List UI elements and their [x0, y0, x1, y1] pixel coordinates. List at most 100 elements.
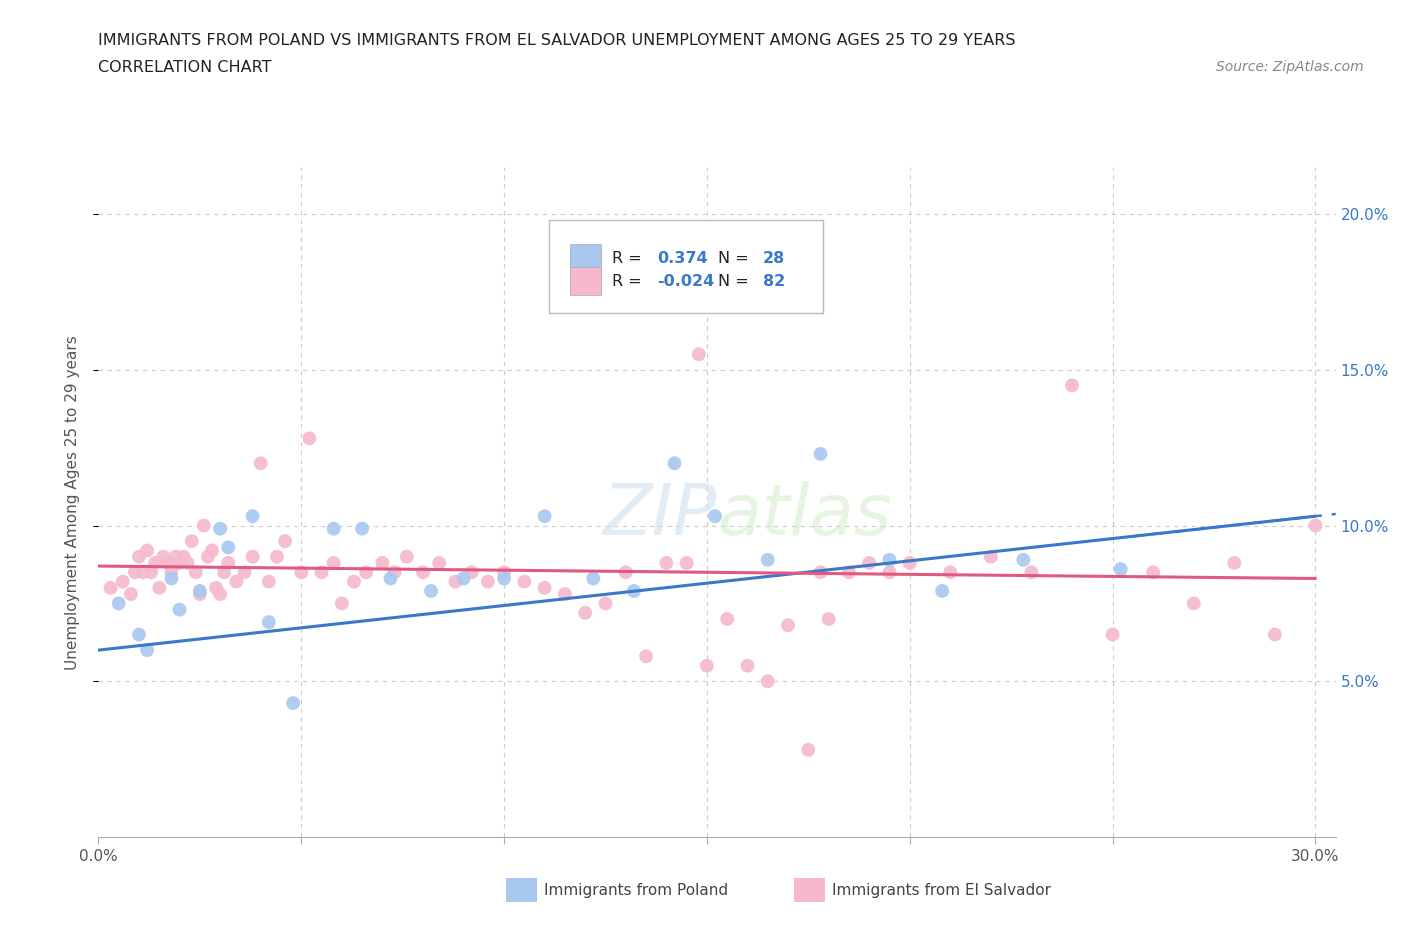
Point [290, 565, 312, 579]
Point [623, 583, 645, 598]
Point [704, 509, 727, 524]
Point [266, 550, 288, 565]
Point [444, 574, 467, 589]
Point [513, 574, 536, 589]
Point [664, 456, 686, 471]
Point [737, 658, 759, 673]
Point [354, 565, 377, 579]
Point [980, 550, 1002, 565]
Text: IMMIGRANTS FROM POLAND VS IMMIGRANTS FROM EL SALVADOR UNEMPLOYMENT AMONG AGES 25: IMMIGRANTS FROM POLAND VS IMMIGRANTS FRO… [98, 33, 1017, 47]
Point [477, 574, 499, 589]
Point [217, 540, 239, 555]
Point [188, 583, 211, 598]
Point [655, 555, 678, 570]
Point [879, 552, 901, 567]
Point [494, 571, 516, 586]
Point [636, 649, 658, 664]
Point [257, 615, 280, 630]
Point [242, 509, 264, 524]
Point [453, 571, 475, 586]
Point [165, 550, 187, 565]
Point [1142, 565, 1164, 579]
Point [176, 555, 198, 570]
Point [756, 674, 779, 689]
Point [776, 618, 799, 632]
Point [322, 521, 344, 536]
Text: 28: 28 [763, 251, 785, 266]
Point [395, 550, 418, 565]
Point [1223, 555, 1246, 570]
Point [384, 565, 406, 579]
Point [225, 574, 247, 589]
Point [322, 555, 344, 570]
Point [696, 658, 718, 673]
Point [209, 587, 232, 602]
Point [879, 565, 901, 579]
Point [143, 555, 166, 570]
Point [274, 534, 297, 549]
Point [193, 518, 215, 533]
Point [1305, 518, 1327, 533]
Point [136, 543, 159, 558]
Point [111, 574, 134, 589]
Point [152, 550, 174, 565]
Point [810, 446, 832, 461]
Point [412, 565, 434, 579]
Point [1264, 627, 1286, 642]
Point [533, 580, 555, 595]
Point [614, 565, 637, 579]
Text: N =: N = [718, 251, 748, 266]
Point [173, 550, 195, 565]
Point [1021, 565, 1043, 579]
Point [209, 521, 232, 536]
Point [1012, 552, 1035, 567]
Point [797, 742, 820, 757]
Point [352, 521, 374, 536]
Point [128, 550, 150, 565]
Text: Immigrants from El Salvador: Immigrants from El Salvador [832, 883, 1052, 897]
Text: ZIP: ZIP [603, 481, 717, 550]
Point [233, 565, 256, 579]
Point [675, 555, 697, 570]
Point [242, 550, 264, 565]
Point [148, 580, 170, 595]
Point [128, 627, 150, 642]
Text: atlas: atlas [717, 481, 891, 550]
Point [716, 612, 738, 627]
Point [281, 696, 304, 711]
Y-axis label: Unemployment Among Ages 25 to 29 years: Unemployment Among Ages 25 to 29 years [65, 335, 80, 670]
Point [132, 565, 155, 579]
Point [858, 555, 880, 570]
Point [460, 565, 482, 579]
Text: Source: ZipAtlas.com: Source: ZipAtlas.com [1216, 60, 1364, 74]
Text: N =: N = [718, 274, 748, 289]
Point [180, 534, 202, 549]
Point [380, 571, 402, 586]
Point [1101, 627, 1123, 642]
Point [554, 587, 576, 602]
Point [107, 596, 129, 611]
Point [100, 580, 122, 595]
Point [427, 555, 450, 570]
Point [136, 643, 159, 658]
Point [1060, 378, 1083, 392]
Point [371, 555, 394, 570]
Point [494, 565, 516, 579]
Point [217, 555, 239, 570]
Point [838, 565, 860, 579]
Text: Immigrants from Poland: Immigrants from Poland [544, 883, 728, 897]
Point [249, 456, 271, 471]
Point [1182, 596, 1205, 611]
Text: 82: 82 [763, 274, 785, 289]
Point [205, 580, 228, 595]
Point [582, 571, 605, 586]
Point [169, 555, 191, 570]
Point [931, 583, 953, 598]
Point [160, 565, 183, 579]
Point [1109, 562, 1132, 577]
Point [533, 509, 555, 524]
Point [574, 605, 596, 620]
Point [420, 583, 443, 598]
Point [311, 565, 333, 579]
Point [298, 431, 321, 445]
